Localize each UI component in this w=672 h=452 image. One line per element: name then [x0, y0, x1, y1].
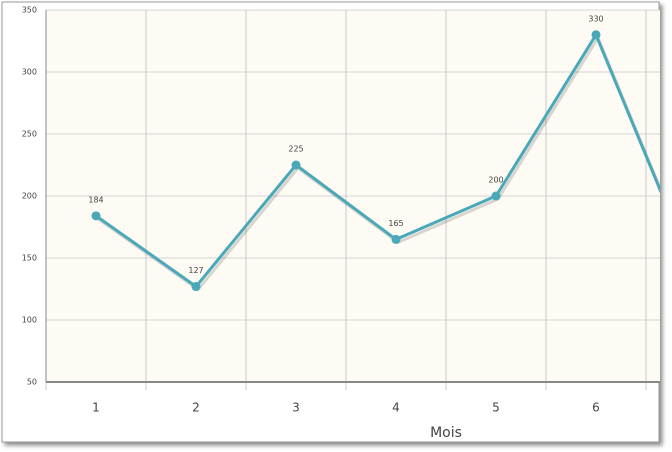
point — [491, 191, 501, 201]
x-axis-title: Mois — [430, 425, 462, 441]
x-tick-label: 2 — [192, 401, 200, 415]
point — [391, 234, 401, 244]
data-label: 127 — [188, 266, 203, 275]
data-label: 165 — [388, 219, 403, 228]
point — [591, 30, 601, 40]
series: 184 127 225 165 200 330 — [88, 14, 660, 292]
data-label: 225 — [288, 145, 303, 154]
point — [291, 160, 301, 170]
y-tick-label: 100 — [22, 316, 37, 325]
y-tick-label: 300 — [22, 68, 37, 77]
y-tick-label: 50 — [27, 378, 37, 387]
x-tick-label: 6 — [592, 401, 600, 415]
x-tick-label: 1 — [92, 401, 100, 415]
data-label: 184 — [88, 195, 103, 204]
point — [191, 282, 201, 292]
y-tick-label: 150 — [22, 254, 37, 263]
point — [91, 211, 101, 221]
y-tick-label: 250 — [22, 130, 37, 139]
x-tick-label: 5 — [492, 401, 500, 415]
y-tick-label: 200 — [22, 192, 37, 201]
x-tick-label: 4 — [392, 401, 400, 415]
y-tick-label: 350 — [22, 6, 37, 15]
data-label: 200 — [488, 176, 503, 185]
data-label: 330 — [588, 14, 603, 23]
x-tick-label: 3 — [292, 401, 300, 415]
